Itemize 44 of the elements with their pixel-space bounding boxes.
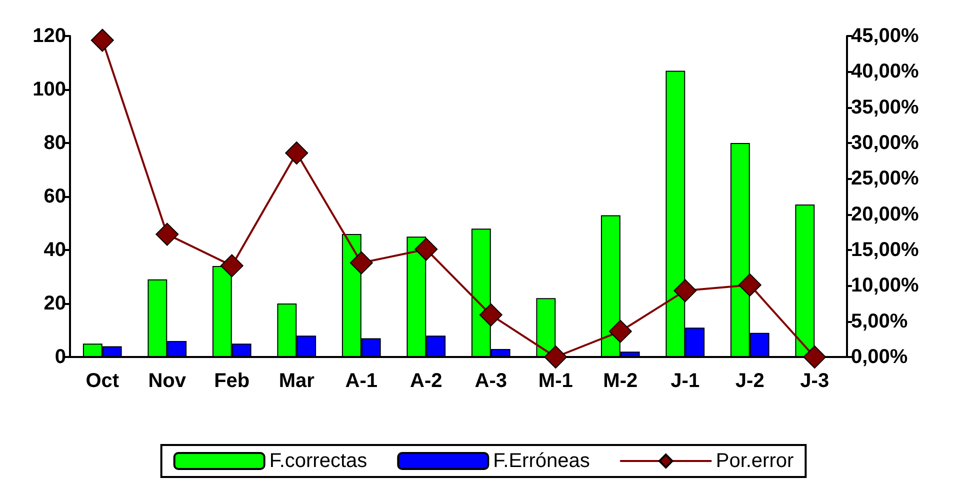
- y2-tick-label: 25,00%: [851, 168, 920, 190]
- point: [479, 303, 502, 326]
- y-tick-label: 120: [32, 25, 66, 47]
- y2-tick-label: 45,00%: [851, 25, 920, 47]
- y-tick-label: 40: [44, 239, 66, 261]
- point: [220, 254, 244, 278]
- x-tick-label: Nov: [148, 370, 187, 392]
- x-tick-label: A-2: [410, 370, 442, 392]
- x-tick-label: J-2: [735, 370, 764, 392]
- y2-tick-label: 0,00%: [851, 346, 908, 368]
- y-tick-label: 0: [54, 346, 66, 368]
- y2-tick-label: 15,00%: [851, 239, 920, 261]
- y2-tick-label: 10,00%: [851, 274, 920, 297]
- y-tick-label: 20: [44, 292, 66, 314]
- point: [803, 346, 826, 368]
- y-tick-label: 60: [44, 186, 66, 208]
- y-tick-label: 100: [32, 78, 66, 100]
- x-tick-label: Feb: [214, 370, 250, 392]
- point: [285, 141, 308, 164]
- point: [350, 251, 373, 274]
- legend-label: F.Erróneas: [493, 450, 590, 472]
- x-tick-label: J-3: [800, 370, 830, 392]
- x-tick-label: M-1: [538, 370, 573, 392]
- x-tick-label: J-1: [670, 370, 700, 392]
- x-tick-label: Mar: [278, 370, 315, 392]
- y2-tick-label: 40,00%: [851, 60, 920, 83]
- x-tick-label: M-2: [603, 370, 638, 392]
- y2-tick-label: 20,00%: [851, 203, 920, 226]
- legend-label: F.correctas: [269, 450, 368, 472]
- point: [90, 28, 114, 52]
- y-tick-label: 80: [44, 132, 66, 154]
- legend-label: Por.error: [716, 450, 794, 472]
- x-tick-label: A-1: [345, 370, 378, 392]
- y2-tick-label: 30,00%: [851, 132, 920, 154]
- x-tick-label: A-3: [474, 370, 507, 392]
- point: [674, 279, 697, 302]
- x-tick-label: Oct: [86, 370, 120, 392]
- y2-tick-label: 35,00%: [851, 96, 920, 118]
- y2-tick-label: 5,00%: [851, 310, 908, 332]
- point: [414, 238, 438, 261]
- point: [156, 222, 179, 246]
- point: [608, 320, 632, 343]
- point: [544, 346, 568, 368]
- point: [738, 273, 762, 296]
